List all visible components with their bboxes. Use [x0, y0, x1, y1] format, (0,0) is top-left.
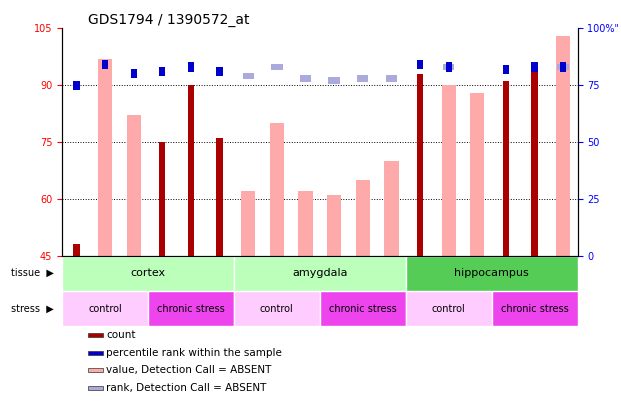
Text: control: control	[88, 304, 122, 313]
Text: control: control	[432, 304, 466, 313]
Bar	[102, 60, 108, 69]
Bar	[443, 64, 455, 70]
Bar	[242, 73, 254, 79]
Text: amygdala: amygdala	[292, 268, 348, 278]
Text: tissue  ▶: tissue ▶	[11, 268, 53, 278]
Bar	[532, 66, 538, 256]
Bar	[298, 191, 312, 256]
Bar	[73, 81, 79, 90]
Text: cortex: cortex	[130, 268, 166, 278]
Bar	[386, 75, 397, 81]
Bar	[356, 180, 370, 256]
Text: control: control	[260, 304, 294, 313]
Bar	[320, 291, 406, 326]
Bar	[503, 81, 509, 256]
Text: hippocampus: hippocampus	[454, 268, 529, 278]
Bar	[148, 291, 234, 326]
Bar	[470, 93, 484, 256]
Text: rank, Detection Call = ABSENT: rank, Detection Call = ABSENT	[106, 383, 266, 393]
Text: count: count	[106, 330, 136, 340]
Bar	[270, 123, 284, 256]
Bar	[73, 244, 79, 256]
Bar	[98, 59, 112, 256]
Text: chronic stress: chronic stress	[157, 304, 225, 313]
Bar	[417, 60, 423, 69]
Bar	[492, 291, 578, 326]
Bar	[62, 291, 148, 326]
Text: chronic stress: chronic stress	[329, 304, 397, 313]
Bar	[271, 64, 283, 70]
Bar	[406, 256, 578, 291]
Text: value, Detection Call = ABSENT: value, Detection Call = ABSENT	[106, 365, 271, 375]
Bar	[327, 195, 342, 256]
Bar	[556, 36, 570, 256]
Bar	[417, 74, 423, 256]
Bar	[384, 161, 399, 256]
Bar	[445, 62, 452, 72]
Bar	[558, 64, 569, 70]
Text: GDS1794 / 1390572_at: GDS1794 / 1390572_at	[88, 13, 250, 27]
Text: chronic stress: chronic stress	[501, 304, 568, 313]
Text: percentile rank within the sample: percentile rank within the sample	[106, 348, 282, 358]
Bar	[234, 291, 320, 326]
Bar	[329, 77, 340, 84]
Bar	[188, 62, 194, 72]
Bar	[234, 256, 406, 291]
Bar	[560, 62, 566, 72]
Bar	[188, 85, 194, 256]
Bar	[130, 69, 137, 78]
Bar	[532, 62, 538, 72]
Bar	[300, 75, 311, 81]
Bar	[88, 386, 104, 390]
Bar	[357, 75, 368, 81]
Bar	[62, 256, 234, 291]
Bar	[159, 142, 165, 256]
Bar	[159, 67, 165, 76]
Bar	[503, 65, 509, 74]
Bar	[127, 115, 141, 256]
Text: stress  ▶: stress ▶	[11, 304, 53, 313]
Bar	[217, 67, 223, 76]
Bar	[88, 333, 104, 337]
Bar	[406, 291, 492, 326]
Bar	[88, 369, 104, 372]
Bar	[217, 138, 223, 256]
Bar	[442, 85, 456, 256]
Bar	[88, 351, 104, 355]
Bar	[241, 191, 255, 256]
